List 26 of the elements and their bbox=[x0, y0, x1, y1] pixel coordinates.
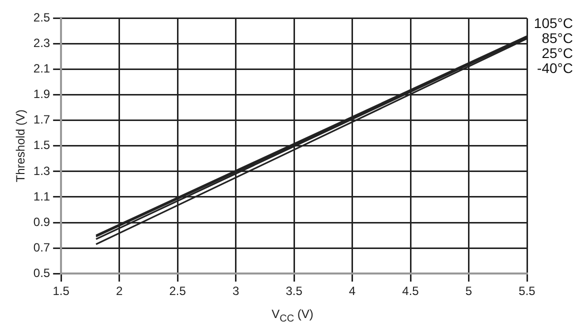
series-label: 105°C bbox=[534, 15, 573, 32]
series-label: -40°C bbox=[537, 60, 573, 76]
x-tick-label: 5.5 bbox=[518, 284, 536, 298]
y-tick-label: 1.3 bbox=[33, 164, 50, 178]
y-tick-label: 2.5 bbox=[33, 10, 50, 25]
x-tick-label: 3 bbox=[232, 284, 240, 298]
x-tick-label: 2.5 bbox=[169, 284, 186, 298]
y-tick-label: 0.9 bbox=[33, 214, 50, 229]
x-tick-label: 3.5 bbox=[286, 284, 303, 298]
y-tick-label: 1.7 bbox=[33, 112, 50, 127]
x-axis-title: V$_{CC}$ (V) bbox=[270, 306, 314, 324]
y-tick-label: 0.7 bbox=[33, 240, 50, 254]
y-tick-label: 2.3 bbox=[33, 36, 50, 50]
y-tick-label: 1.5 bbox=[33, 138, 50, 152]
x-tick-label: 2 bbox=[116, 284, 123, 298]
y-axis-title: Threshold (V) bbox=[14, 110, 28, 182]
x-tick-label: 1.5 bbox=[52, 284, 70, 298]
x-tick-label: 5 bbox=[465, 284, 472, 298]
y-tick-label: 2.1 bbox=[33, 62, 50, 76]
y-tick-label: 1.9 bbox=[33, 87, 50, 102]
y-tick-label: 0.5 bbox=[33, 266, 50, 280]
series-label: 25°C bbox=[542, 45, 573, 62]
x-tick-label: 4.5 bbox=[402, 284, 420, 298]
series-label: 85°C bbox=[542, 30, 573, 46]
x-tick-label: 4 bbox=[348, 284, 356, 298]
y-tick-label: 1.1 bbox=[33, 189, 50, 204]
